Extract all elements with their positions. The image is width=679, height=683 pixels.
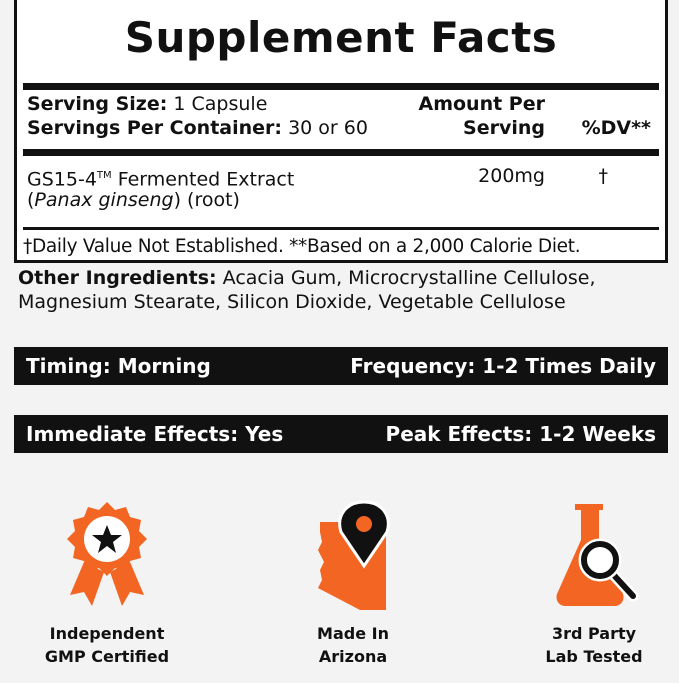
award-ribbon-icon: [67, 502, 147, 606]
amount-header: Amount Per Serving: [418, 93, 546, 139]
effects-strip: Immediate Effects: Yes Peak Effects: 1-2 …: [14, 415, 668, 453]
supplement-facts-panel: Supplement Facts Serving Size: 1 Capsule…: [14, 0, 668, 263]
timing-strip: Timing: Morning Frequency: 1-2 Times Dail…: [14, 347, 668, 385]
feature-label: 3rd Party Lab Tested: [545, 624, 643, 666]
feature-label: Made In Arizona: [317, 624, 389, 666]
feature-arizona: Made In Arizona: [263, 500, 443, 668]
dv-header: %DV**: [581, 117, 651, 139]
arizona-map-pin-icon: [318, 500, 390, 610]
flask-magnifier-icon: [556, 504, 639, 606]
panel-title: Supplement Facts: [124, 13, 558, 62]
servings-per-container: Servings Per Container: 30 or 60: [27, 117, 368, 139]
ingredient-name: GS15-4TM Fermented Extract: [27, 168, 295, 191]
ingredient-dv: †: [598, 165, 609, 187]
thin-divider: [23, 227, 659, 230]
feature-label: Independent GMP Certified: [44, 624, 170, 666]
other-ingredients: Other Ingredients: Acacia Gum, Microcrys…: [18, 267, 596, 313]
thick-divider: [23, 83, 659, 90]
feature-gmp: Independent GMP Certified: [17, 500, 197, 668]
ingredient-amount: 200mg: [478, 165, 545, 187]
feature-lab-tested: 3rd Party Lab Tested: [504, 500, 679, 668]
thick-divider: [23, 149, 659, 156]
footnote: †Daily Value Not Established. **Based on…: [23, 236, 581, 257]
ingredient-source: (Panax ginseng) (root): [27, 189, 240, 211]
serving-size: Serving Size: 1 Capsule: [27, 93, 268, 115]
